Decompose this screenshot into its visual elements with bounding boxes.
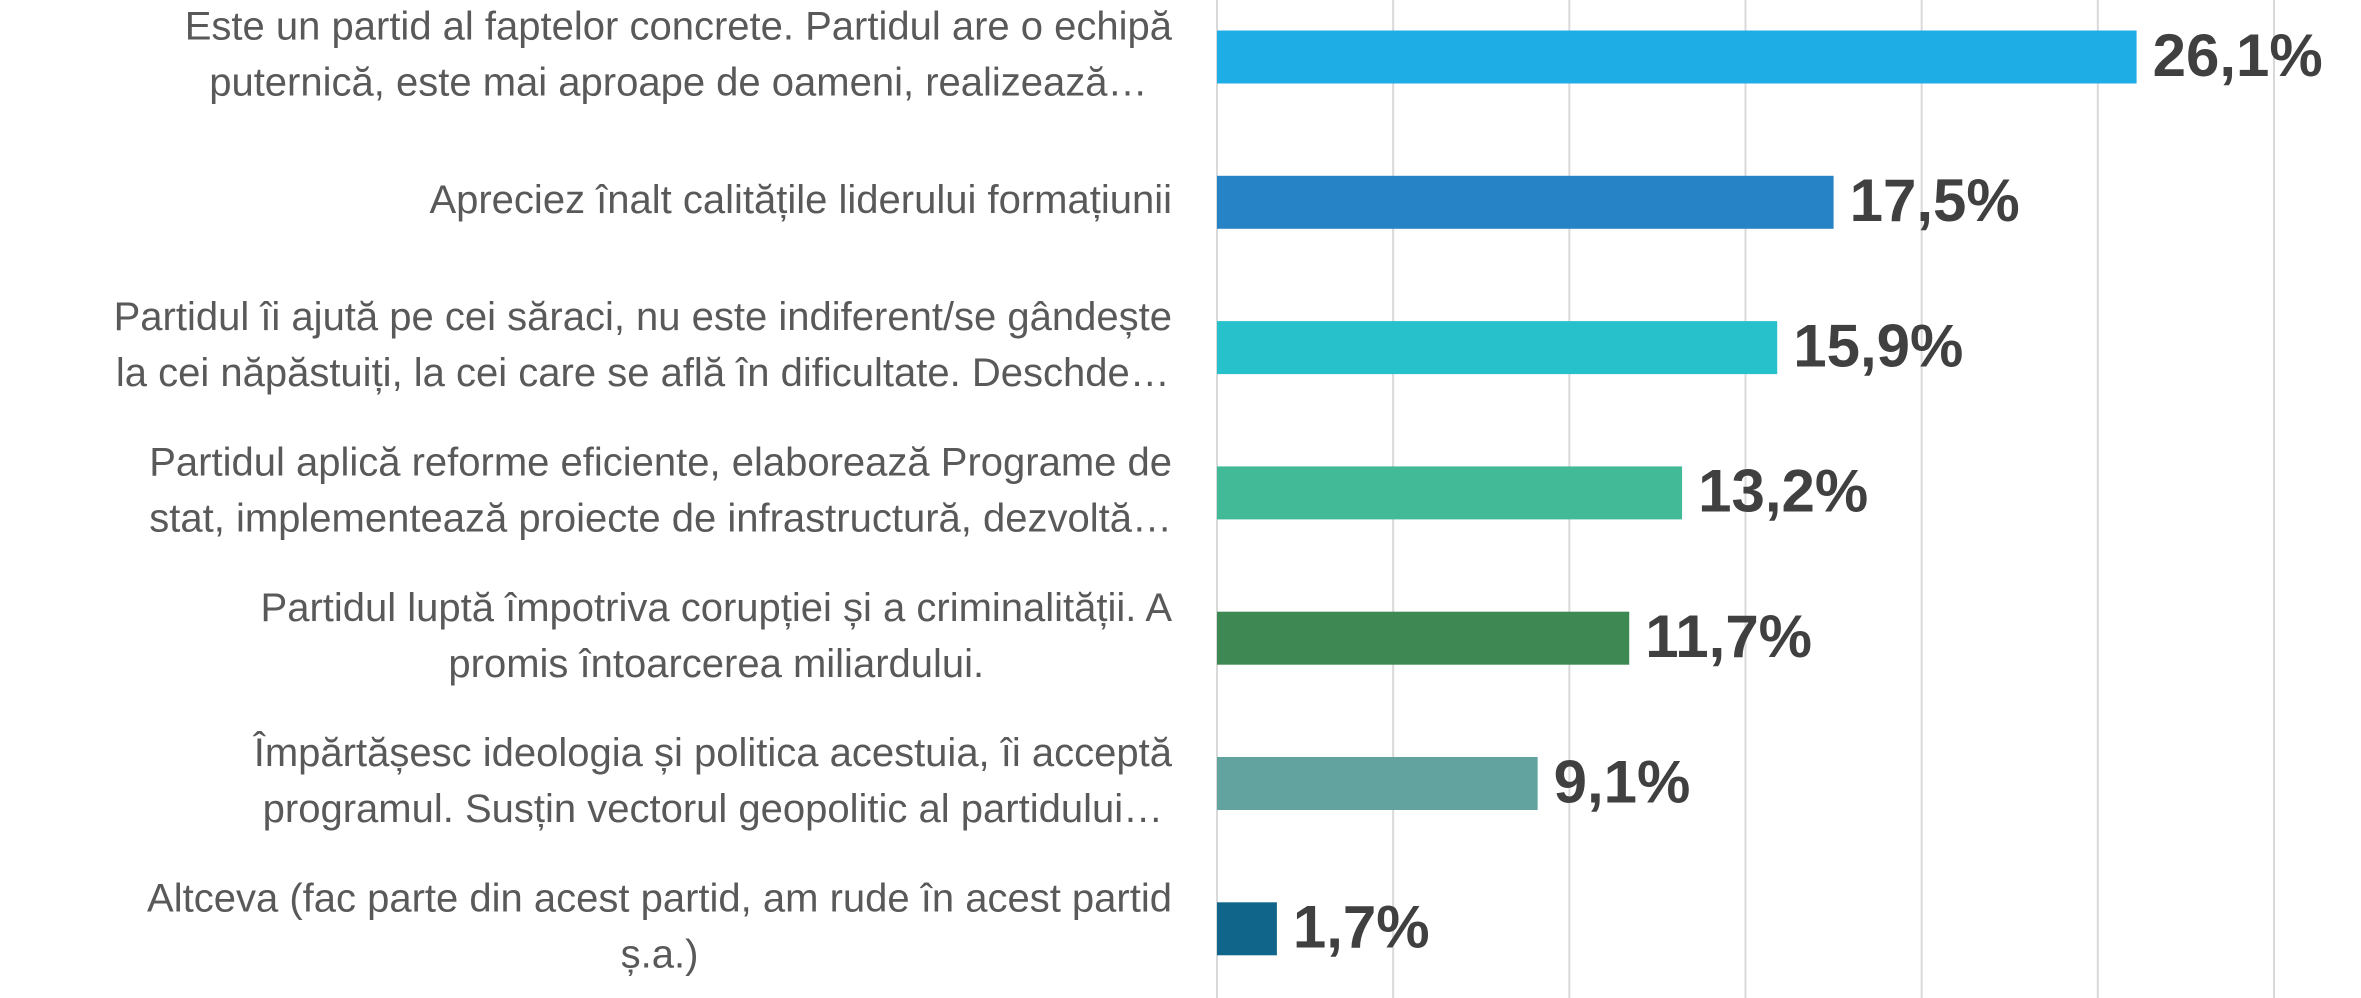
- data-label: 9,1%: [1554, 748, 1691, 815]
- data-label: 15,9%: [1793, 312, 1963, 379]
- category-label: puternică, este mai aproape de oameni, r…: [209, 61, 1147, 105]
- bar: [1217, 902, 1277, 956]
- bar: [1217, 30, 2137, 84]
- category-label: Este un partid al faptelor concrete. Par…: [185, 5, 1173, 49]
- category-label: ș.a.): [621, 932, 699, 976]
- category-label: Împărtășesc ideologia și politica acestu…: [253, 730, 1173, 775]
- category-label: Partidul aplică reforme eficiente, elabo…: [149, 440, 1172, 484]
- data-label: 26,1%: [2153, 22, 2323, 89]
- bar: [1217, 466, 1683, 520]
- data-label: 13,2%: [1698, 458, 1868, 525]
- bar: [1217, 321, 1778, 375]
- bar: [1217, 611, 1630, 665]
- bar: [1217, 757, 1538, 810]
- category-label: la cei năpăstuiți, la cei care se află î…: [116, 351, 1170, 395]
- data-label: 1,7%: [1293, 894, 1430, 961]
- category-label: Altceva (fac parte din acest partid, am …: [147, 876, 1172, 920]
- category-label: Partidul luptă împotriva corupției și a …: [261, 586, 1173, 630]
- data-label: 11,7%: [1645, 603, 1812, 670]
- category-label: programul. Susțin vectorul geopolitic al…: [263, 787, 1163, 831]
- data-label: 17,5%: [1850, 167, 2020, 234]
- bar: [1217, 175, 1834, 229]
- category-label: promis întoarcerea miliardului.: [448, 642, 984, 686]
- category-label: Apreciez înalt calitățile liderului form…: [429, 178, 1172, 222]
- category-label: Partidul îi ajută pe cei săraci, nu este…: [114, 295, 1172, 339]
- category-label: stat, implementează proiecte de infrastr…: [149, 496, 1172, 540]
